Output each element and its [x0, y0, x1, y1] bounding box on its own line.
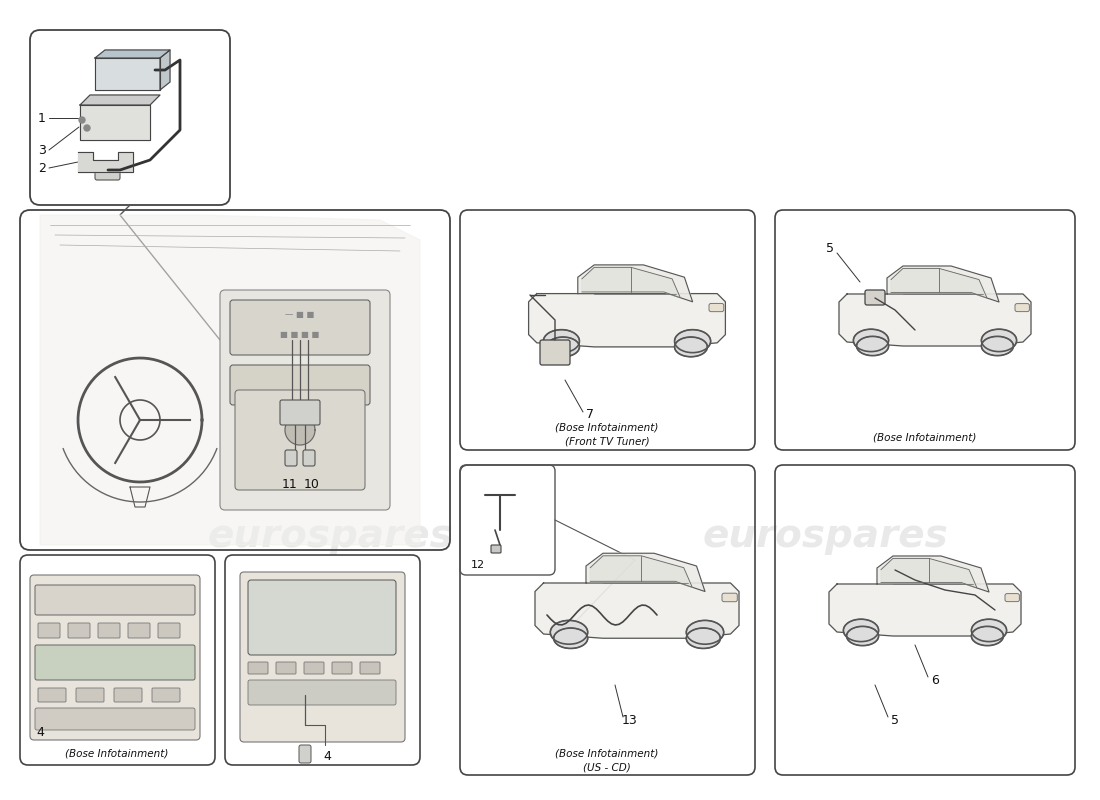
Ellipse shape — [543, 330, 580, 353]
Polygon shape — [40, 215, 420, 545]
Text: 7: 7 — [586, 409, 594, 422]
FancyBboxPatch shape — [39, 623, 60, 638]
Text: 10: 10 — [304, 478, 320, 491]
FancyBboxPatch shape — [35, 708, 195, 730]
FancyBboxPatch shape — [276, 662, 296, 674]
Polygon shape — [586, 554, 705, 591]
Ellipse shape — [686, 628, 720, 649]
FancyBboxPatch shape — [35, 585, 195, 615]
FancyBboxPatch shape — [220, 290, 390, 510]
Ellipse shape — [854, 330, 889, 351]
Text: eurospares: eurospares — [207, 517, 453, 555]
Polygon shape — [887, 266, 999, 302]
FancyBboxPatch shape — [158, 623, 180, 638]
FancyBboxPatch shape — [230, 300, 370, 355]
Text: 4: 4 — [36, 726, 44, 739]
FancyBboxPatch shape — [248, 662, 268, 674]
Polygon shape — [839, 294, 1031, 346]
Text: (US - CD): (US - CD) — [583, 762, 631, 772]
Ellipse shape — [981, 330, 1016, 351]
FancyBboxPatch shape — [152, 688, 180, 702]
Text: (Bose Infotainment): (Bose Infotainment) — [65, 748, 168, 758]
Text: 5: 5 — [826, 242, 834, 254]
FancyBboxPatch shape — [39, 688, 66, 702]
Ellipse shape — [847, 626, 879, 646]
Ellipse shape — [553, 628, 587, 649]
Polygon shape — [78, 152, 133, 172]
Ellipse shape — [971, 626, 1003, 646]
Polygon shape — [80, 105, 150, 140]
FancyBboxPatch shape — [35, 645, 195, 680]
Polygon shape — [877, 556, 989, 592]
Polygon shape — [535, 583, 739, 638]
Text: 3: 3 — [39, 143, 46, 157]
Text: 5: 5 — [891, 714, 899, 726]
FancyBboxPatch shape — [332, 662, 352, 674]
Polygon shape — [829, 584, 1021, 636]
Polygon shape — [881, 558, 977, 588]
Text: (Front TV Tuner): (Front TV Tuner) — [564, 437, 649, 447]
FancyBboxPatch shape — [722, 594, 737, 602]
Circle shape — [79, 117, 85, 123]
Text: (Bose Infotainment): (Bose Infotainment) — [873, 433, 977, 443]
Text: 12: 12 — [471, 560, 485, 570]
Ellipse shape — [971, 619, 1006, 642]
Text: eurospares: eurospares — [702, 517, 948, 555]
FancyBboxPatch shape — [95, 162, 120, 180]
FancyBboxPatch shape — [248, 580, 396, 655]
Polygon shape — [582, 267, 680, 298]
Ellipse shape — [547, 337, 580, 357]
FancyBboxPatch shape — [299, 745, 311, 763]
FancyBboxPatch shape — [30, 575, 200, 740]
FancyBboxPatch shape — [76, 688, 104, 702]
Polygon shape — [591, 556, 692, 587]
FancyBboxPatch shape — [491, 545, 501, 553]
FancyBboxPatch shape — [114, 688, 142, 702]
Text: 6: 6 — [931, 674, 939, 686]
FancyBboxPatch shape — [280, 400, 320, 425]
Text: 2: 2 — [39, 162, 46, 174]
Polygon shape — [95, 58, 160, 90]
Polygon shape — [891, 268, 987, 298]
FancyBboxPatch shape — [865, 290, 886, 305]
FancyBboxPatch shape — [302, 450, 315, 466]
Polygon shape — [160, 50, 170, 90]
Polygon shape — [529, 294, 725, 347]
Ellipse shape — [674, 337, 707, 357]
Ellipse shape — [674, 330, 711, 353]
Text: (Bose Infotainment): (Bose Infotainment) — [556, 423, 659, 433]
Polygon shape — [578, 265, 693, 302]
FancyBboxPatch shape — [1005, 594, 1020, 602]
Ellipse shape — [686, 621, 724, 644]
Text: 11: 11 — [282, 478, 298, 491]
FancyBboxPatch shape — [540, 340, 570, 365]
FancyBboxPatch shape — [235, 390, 365, 490]
FancyBboxPatch shape — [98, 623, 120, 638]
Polygon shape — [80, 95, 160, 105]
FancyBboxPatch shape — [240, 572, 405, 742]
Circle shape — [285, 415, 315, 445]
Circle shape — [84, 125, 90, 131]
Text: 4: 4 — [323, 750, 331, 763]
Ellipse shape — [550, 621, 587, 644]
FancyBboxPatch shape — [304, 662, 324, 674]
FancyBboxPatch shape — [285, 450, 297, 466]
FancyBboxPatch shape — [360, 662, 379, 674]
Ellipse shape — [857, 336, 889, 355]
Text: — ■ ■: — ■ ■ — [285, 310, 315, 319]
FancyBboxPatch shape — [248, 680, 396, 705]
FancyBboxPatch shape — [710, 303, 724, 312]
Text: (Bose Infotainment): (Bose Infotainment) — [556, 748, 659, 758]
Text: 1: 1 — [39, 111, 46, 125]
Ellipse shape — [844, 619, 879, 642]
FancyBboxPatch shape — [1015, 304, 1030, 312]
Text: ■ ■ ■ ■: ■ ■ ■ ■ — [280, 330, 320, 339]
FancyBboxPatch shape — [128, 623, 150, 638]
FancyBboxPatch shape — [230, 365, 370, 405]
Ellipse shape — [981, 336, 1013, 355]
Text: 13: 13 — [623, 714, 638, 726]
FancyBboxPatch shape — [68, 623, 90, 638]
Polygon shape — [95, 50, 170, 58]
